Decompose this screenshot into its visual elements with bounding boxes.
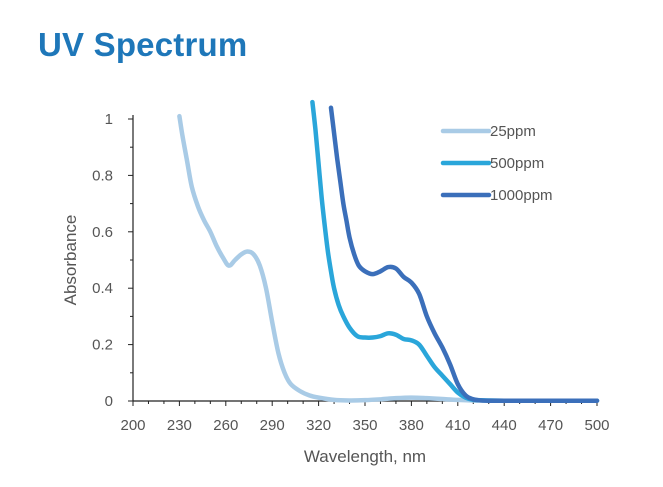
- x-tick-label: 230: [167, 417, 192, 434]
- x-tick-label: 500: [584, 417, 609, 434]
- legend-label-25ppm: 25ppm: [490, 123, 536, 140]
- x-tick-label: 260: [213, 417, 238, 434]
- x-tick-label: 320: [306, 417, 331, 434]
- y-tick-label: 0: [105, 393, 113, 410]
- x-tick-label: 290: [260, 417, 285, 434]
- x-tick-label: 440: [492, 417, 517, 434]
- series-line-1000ppm: [328, 105, 600, 403]
- y-tick-label: 0.6: [92, 224, 113, 241]
- x-tick-label: 470: [538, 417, 563, 434]
- chart-title: UV Spectrum: [38, 26, 248, 63]
- y-tick-label: 0.8: [92, 167, 113, 184]
- x-tick-label: 410: [445, 417, 470, 434]
- x-axis-title: Wavelength, nm: [304, 447, 426, 466]
- series-line-25ppm: [177, 113, 600, 403]
- x-tick-label: 380: [399, 417, 424, 434]
- x-tick-label: 350: [352, 417, 377, 434]
- legend-label-500ppm: 500ppm: [490, 155, 544, 172]
- series-lines: [177, 99, 600, 403]
- legend-label-1000ppm: 1000ppm: [490, 187, 553, 204]
- legend: 25ppm 500ppm 1000ppm: [440, 123, 553, 204]
- y-tick-label: 0.2: [92, 337, 113, 354]
- y-tick-label: 1: [105, 111, 113, 128]
- y-tick-label: 0.4: [92, 280, 113, 297]
- x-tick-label: 200: [120, 417, 145, 434]
- y-axis-title: Absorbance: [61, 215, 80, 306]
